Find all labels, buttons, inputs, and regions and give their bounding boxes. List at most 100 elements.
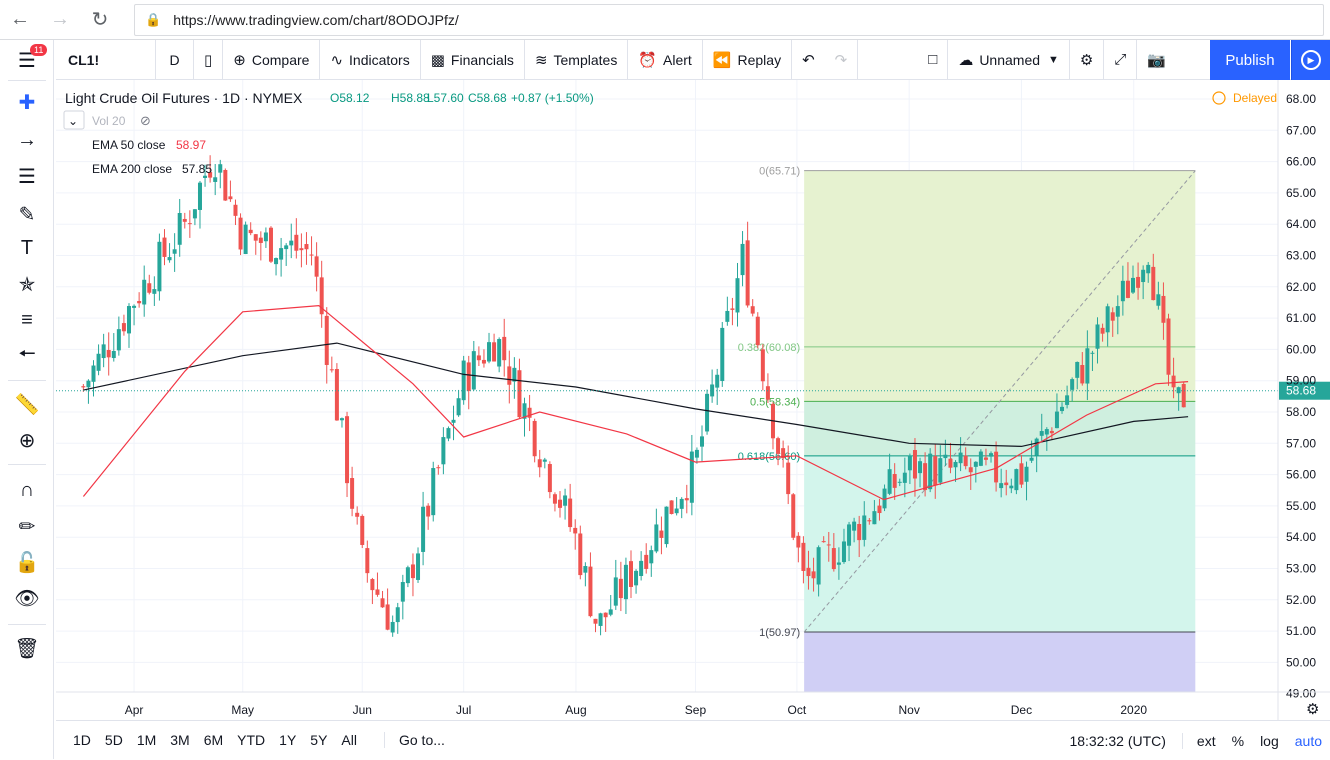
candle-body bbox=[664, 506, 669, 545]
candle-body bbox=[821, 541, 826, 543]
measure-icon[interactable]: 📏 bbox=[14, 393, 40, 416]
templates-button[interactable]: ≋ Templates bbox=[525, 39, 629, 80]
lock-drawings-icon[interactable]: 🔓 bbox=[14, 551, 40, 574]
candle-body bbox=[1095, 324, 1100, 349]
eye-off-icon[interactable]: ⊘ bbox=[140, 113, 151, 128]
collapse-legend-button[interactable] bbox=[63, 110, 85, 130]
candle-body bbox=[654, 524, 659, 552]
legend-open: O58.12 bbox=[330, 91, 370, 105]
trend-line-icon[interactable]: → bbox=[17, 128, 37, 151]
reload-icon[interactable]: ↻ bbox=[91, 9, 109, 31]
range-button-1y[interactable]: 1Y bbox=[279, 732, 297, 748]
x-tick-label: Oct bbox=[788, 703, 807, 717]
templates-label: Templates bbox=[553, 51, 618, 68]
candle-body bbox=[461, 360, 466, 401]
prediction-icon[interactable]: ≡ bbox=[21, 308, 33, 331]
candle-body bbox=[730, 308, 735, 310]
candle-body bbox=[1146, 264, 1151, 274]
magnet-icon[interactable]: ∩ bbox=[19, 478, 35, 501]
bottom-toolbar: 1D 5D 1M 3M 6M YTD 1Y 5Y All Go to... 18:32:32 (… bbox=[56, 720, 1330, 759]
browser-bar: ← → ↻ 🔒 https://www.tradingview.com/char… bbox=[0, 0, 1330, 40]
candle-body bbox=[578, 533, 583, 576]
brush-icon[interactable]: ✎ bbox=[18, 203, 36, 226]
candle-body bbox=[649, 550, 654, 564]
text-tool-icon[interactable]: T bbox=[20, 236, 34, 259]
back-arrow-icon[interactable]: ← bbox=[10, 8, 30, 30]
fib-trend-line bbox=[803, 170, 1196, 633]
range-button-1d[interactable]: 1D bbox=[73, 732, 91, 748]
time-label[interactable]: 18:32:32 (UTC) bbox=[1061, 732, 1183, 749]
square-icon: □ bbox=[928, 51, 938, 68]
candle-body bbox=[339, 418, 344, 421]
layout-name: Unnamed bbox=[979, 51, 1041, 68]
goto-button[interactable]: Go to... bbox=[383, 732, 445, 748]
candle-body bbox=[715, 374, 720, 388]
candle-body bbox=[106, 350, 111, 358]
layout-button[interactable]: □ bbox=[918, 39, 949, 80]
alert-button[interactable]: ⏰ Alert bbox=[628, 39, 703, 80]
y-tick-label: 49.00 bbox=[1286, 687, 1316, 701]
compare-button[interactable]: ⊕ Compare bbox=[223, 39, 321, 80]
candle-body bbox=[918, 461, 923, 474]
candle-body bbox=[552, 494, 557, 504]
percent-toggle[interactable]: % bbox=[1231, 732, 1245, 749]
templates-icon: ≋ bbox=[534, 51, 548, 69]
trash-icon[interactable]: 🗑 bbox=[14, 637, 40, 660]
interval-button[interactable]: D bbox=[156, 39, 194, 80]
snapshot-button[interactable]: 📷 bbox=[1137, 40, 1176, 80]
candle-body bbox=[527, 407, 532, 418]
candle-body bbox=[1120, 280, 1125, 302]
forward-arrow-icon[interactable]: → bbox=[50, 8, 70, 30]
range-button-5d[interactable]: 5D bbox=[104, 732, 123, 748]
range-button-6m[interactable]: 6M bbox=[203, 732, 224, 748]
range-button-1m[interactable]: 1M bbox=[136, 732, 157, 748]
chart-type-button[interactable]: ▯ bbox=[194, 39, 224, 80]
address-bar[interactable]: 🔒 https://www.tradingview.com/chart/8ODO… bbox=[134, 4, 1324, 36]
menu-icon[interactable]: ☰ bbox=[18, 49, 36, 72]
fullscreen-button[interactable]: ⤢ bbox=[1104, 39, 1138, 80]
candle-body bbox=[456, 398, 461, 416]
symbol-search[interactable]: CL1! bbox=[56, 39, 156, 80]
financials-icon: ▩ bbox=[430, 51, 445, 69]
candle-body bbox=[613, 577, 618, 606]
pattern-icon[interactable]: ✯ bbox=[18, 273, 36, 296]
crosshair-icon[interactable]: ✚ bbox=[18, 91, 36, 114]
replay-button[interactable]: ⏪ Replay bbox=[703, 39, 793, 80]
zoom-icon[interactable]: ⊕ bbox=[18, 429, 36, 452]
camera-icon: 📷 bbox=[1147, 51, 1167, 69]
back-icon[interactable]: 🠔 bbox=[18, 343, 36, 365]
range-button-all[interactable]: All bbox=[341, 732, 357, 748]
candle-body bbox=[684, 498, 689, 501]
legend-change: +0.87 (+1.50%) bbox=[511, 91, 594, 105]
range-button-ytd[interactable]: YTD bbox=[237, 732, 266, 748]
auto-toggle[interactable]: auto bbox=[1294, 732, 1322, 749]
log-toggle[interactable]: log bbox=[1260, 732, 1279, 749]
undo-button[interactable]: ↶ bbox=[792, 40, 825, 80]
candle-body bbox=[1085, 348, 1090, 384]
axis-settings-icon: ⚙ bbox=[1306, 701, 1319, 718]
indicators-button[interactable]: ∿ Indicators bbox=[320, 39, 421, 80]
hide-drawings-icon[interactable]: 👁 bbox=[14, 587, 40, 610]
publish-button[interactable]: Publish bbox=[1210, 40, 1290, 80]
candle-body bbox=[1054, 411, 1059, 429]
range-button-5y[interactable]: 5Y bbox=[310, 732, 328, 748]
range-button-3m[interactable]: 3M bbox=[170, 732, 190, 748]
candle-body bbox=[948, 458, 953, 468]
candle-body bbox=[608, 609, 613, 615]
candle-body bbox=[623, 564, 628, 600]
ext-toggle[interactable]: ext bbox=[1196, 732, 1216, 749]
settings-button[interactable]: ⚙ bbox=[1070, 39, 1105, 80]
financials-button[interactable]: ▩ Financials bbox=[421, 39, 525, 80]
indicators-label: Indicators bbox=[349, 51, 410, 68]
fib-retracement-icon[interactable]: ☰ bbox=[18, 165, 36, 188]
redo-button[interactable]: ↷ bbox=[825, 39, 859, 80]
last-price-tag bbox=[1279, 381, 1330, 400]
candle-body bbox=[710, 384, 715, 397]
layout-name-button[interactable]: ☁ Unnamed ▼ bbox=[948, 39, 1070, 80]
price-chart[interactable]: 0(65.71) 0.382(60.08) 0.5(58.34) 0.618(56.6… bbox=[56, 80, 1330, 720]
clock-icon bbox=[1212, 91, 1226, 105]
fib-zone bbox=[804, 346, 1196, 402]
candle-body bbox=[745, 240, 750, 306]
publish-video-button[interactable]: ▶ bbox=[1291, 40, 1330, 80]
stay-drawing-icon[interactable]: ✏ bbox=[18, 515, 36, 538]
